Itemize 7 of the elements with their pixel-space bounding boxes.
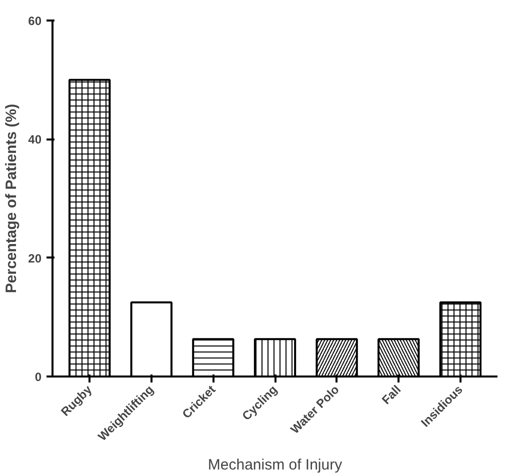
y-tick-label: 60 [28, 14, 42, 28]
y-axis-title: Percentage of Patients (%) [3, 104, 20, 294]
y-tick-label: 20 [28, 251, 42, 266]
y-tick-label: 40 [28, 132, 42, 147]
x-axis-title: Mechanism of Injury [208, 456, 343, 474]
x-tick-label: Fall [379, 382, 404, 408]
y-tick-label: 0 [34, 370, 42, 384]
